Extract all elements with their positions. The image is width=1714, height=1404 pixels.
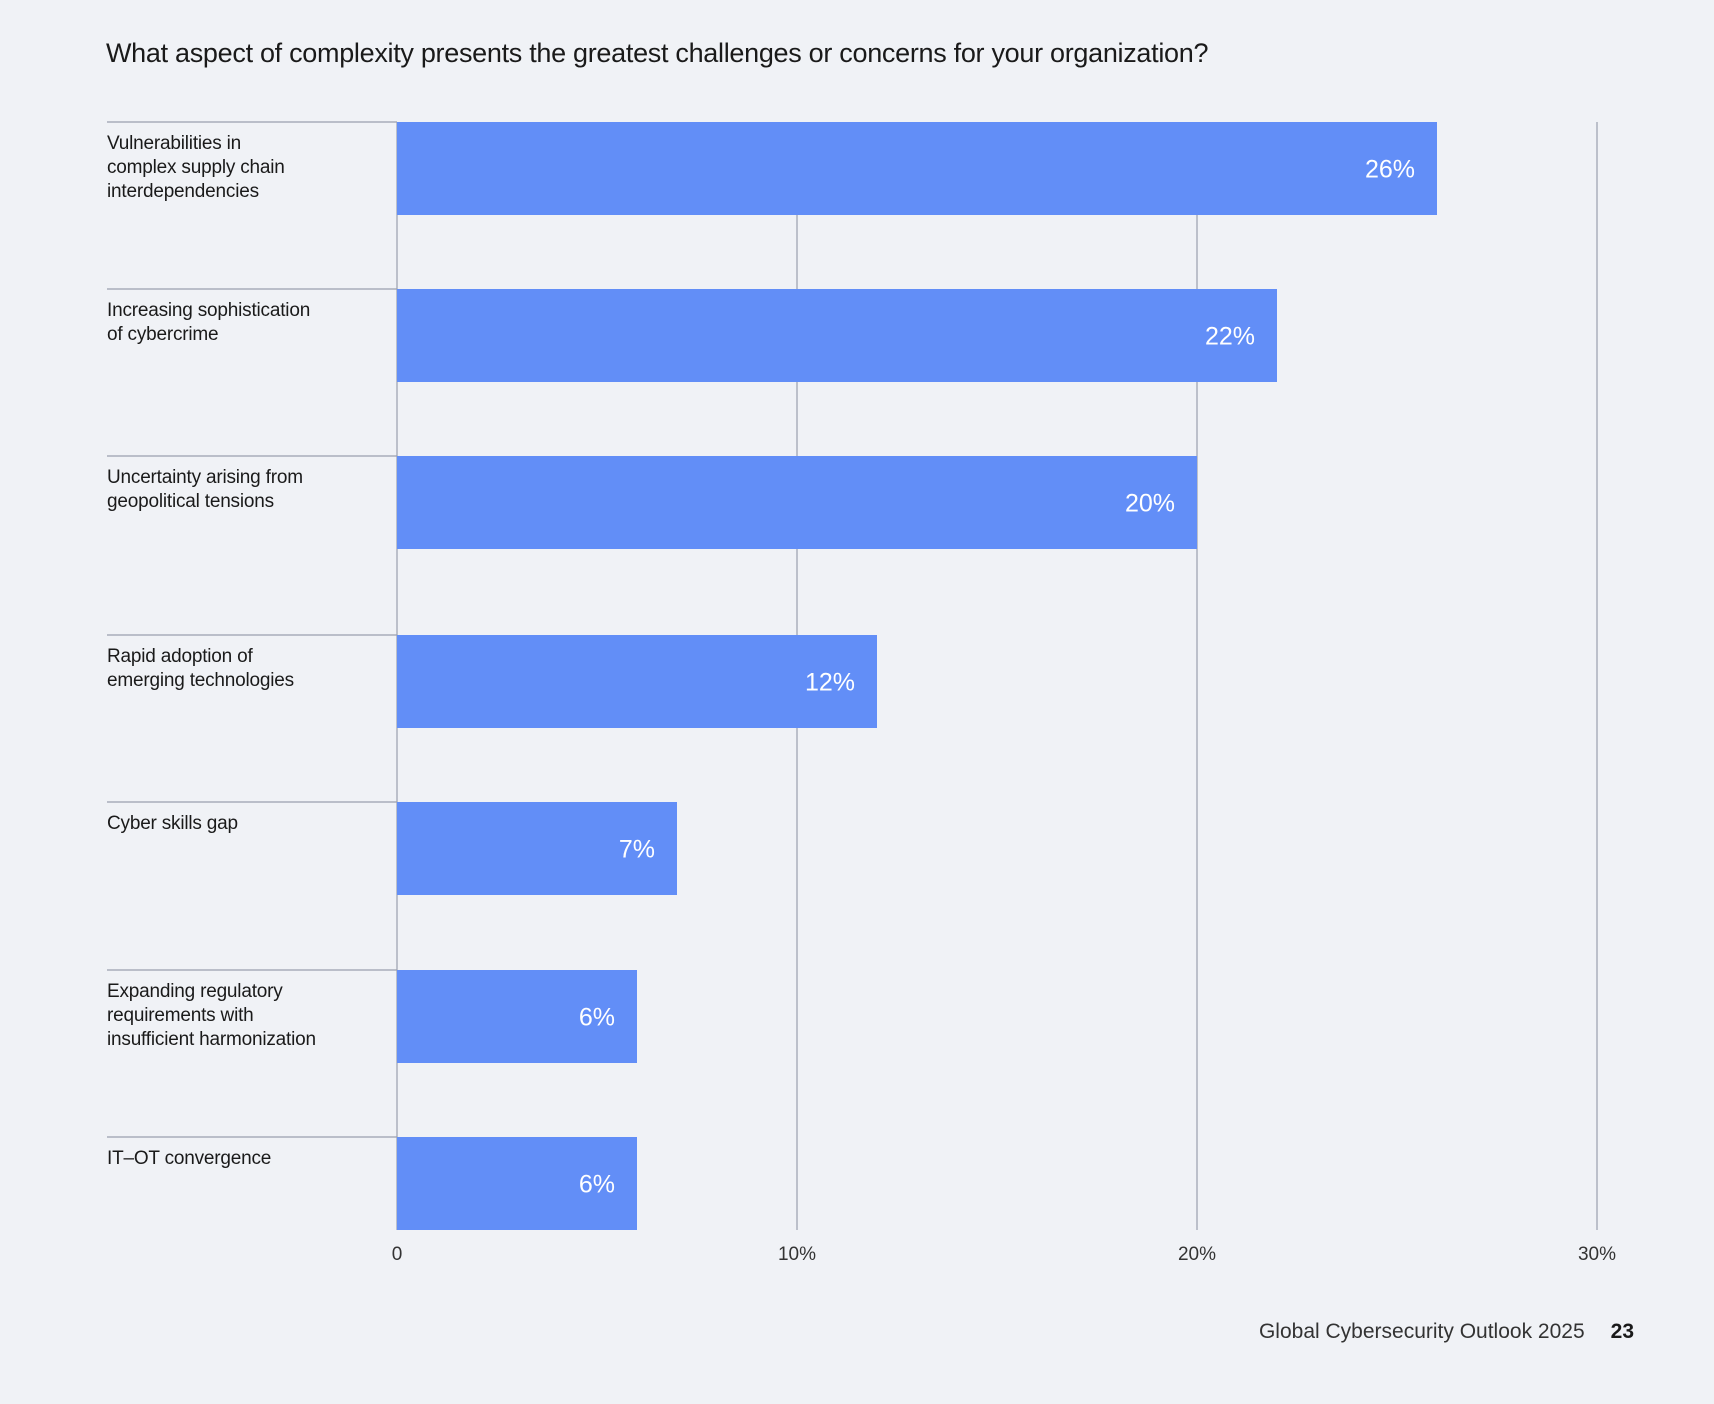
bar bbox=[397, 802, 677, 895]
data-label: 26% bbox=[1365, 156, 1415, 184]
data-label: 12% bbox=[805, 669, 855, 697]
category-label: Cyber skills gap bbox=[107, 813, 238, 834]
data-label: 20% bbox=[1125, 490, 1175, 518]
category-label: Rapid adoption of emerging technologies bbox=[107, 646, 294, 691]
bar bbox=[397, 456, 1197, 549]
x-tick-label: 0 bbox=[392, 1244, 403, 1265]
bar bbox=[397, 289, 1277, 382]
category-label: IT–OT convergence bbox=[107, 1148, 272, 1169]
category-label: Increasing sophistication of cybercrime bbox=[107, 300, 311, 345]
x-tick-label: 20% bbox=[1178, 1244, 1216, 1265]
data-label: 22% bbox=[1205, 323, 1255, 351]
data-label: 6% bbox=[579, 1171, 615, 1199]
publication-name: Global Cybersecurity Outlook 2025 bbox=[1258, 1320, 1585, 1343]
bar-chart: 0 10% 20% 30% 26% 22% 20% 12% 7% 6% 6% bbox=[107, 121, 1616, 1265]
footer: Global Cybersecurity Outlook 2025 23 bbox=[1259, 1320, 1634, 1344]
page-number: 23 bbox=[1610, 1320, 1634, 1343]
data-label: 7% bbox=[619, 836, 655, 864]
x-tick-label: 30% bbox=[1578, 1244, 1616, 1265]
category-label: Uncertainty arising from geopolitical te… bbox=[107, 467, 303, 512]
bar bbox=[397, 970, 637, 1063]
data-label: 6% bbox=[579, 1004, 615, 1032]
category-label: Expanding regulatory requirements with i… bbox=[107, 981, 316, 1050]
category-label: Vulnerabilities in complex supply chain … bbox=[107, 133, 285, 202]
x-tick-label: 10% bbox=[778, 1244, 816, 1265]
bar bbox=[397, 122, 1437, 215]
chart-title: What aspect of complexity presents the g… bbox=[106, 38, 1209, 68]
bar bbox=[397, 635, 877, 728]
bar bbox=[397, 1137, 637, 1230]
